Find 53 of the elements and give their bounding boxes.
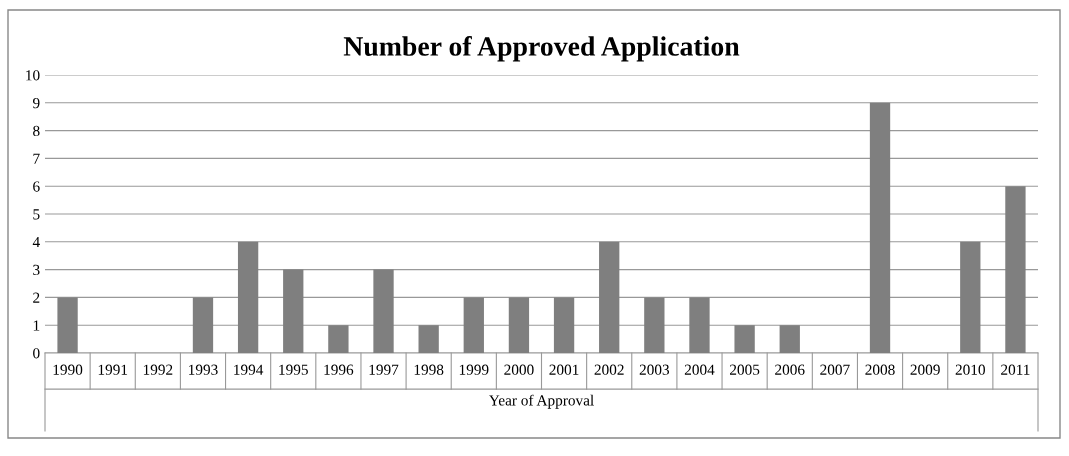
y-tick-label: 10 [26,70,40,81]
x-tick-label: 2007 [820,364,850,375]
bar [960,241,981,353]
x-tick-label: 2010 [955,364,985,375]
bar [644,297,665,353]
y-tick-label: 1 [33,320,40,331]
chart-title: Number of Approved Application [343,36,740,62]
bar [373,269,394,353]
x-tick-label: 2004 [684,364,715,375]
bar [734,325,755,353]
bar [779,325,800,353]
x-tick-label: 2009 [910,364,940,375]
y-tick-label: 2 [33,292,40,303]
bar [463,297,484,353]
x-tick-label: 1997 [369,364,399,375]
bar [192,297,214,353]
y-tick-label: 5 [33,209,40,220]
x-tick-label: 2003 [639,364,670,375]
x-tick-label: 1996 [324,364,354,375]
bar [418,325,439,353]
bar [1005,186,1026,353]
y-tick-label: 0 [33,348,40,359]
x-tick-label: 1991 [98,364,128,375]
x-tick-label: 2008 [865,364,895,375]
x-tick-label: 1999 [459,364,489,375]
x-tick-label: 2005 [730,364,760,375]
x-tick-label: 2002 [594,364,624,375]
bar [869,102,891,353]
x-axis-title: Year of Approval [488,394,594,409]
x-tick-label: 1995 [279,364,308,375]
x-tick-label: 1992 [143,364,173,375]
bar [237,241,259,353]
bar [57,297,78,353]
y-tick-label: 9 [32,97,40,109]
bar [553,297,575,353]
x-tick-label: 2000 [504,364,534,375]
y-tick-label: 8 [33,125,40,137]
x-tick-label: 2011 [1001,364,1030,375]
x-tick-label: 2006 [775,364,805,375]
x-tick-label: 1998 [414,364,444,375]
bar [689,297,710,353]
y-tick-label: 3 [33,264,40,276]
y-tick-label: 7 [33,153,40,164]
bar [328,325,349,353]
x-tick-label: 1994 [234,364,264,375]
x-tick-label: 1993 [189,364,218,375]
x-tick-label: 2001 [549,364,579,375]
y-tick-label: 6 [33,181,40,192]
x-tick-label: 1990 [53,364,83,375]
y-tick-label: 4 [32,237,40,248]
bar [508,297,530,353]
bar [599,241,620,353]
bar [283,269,304,353]
